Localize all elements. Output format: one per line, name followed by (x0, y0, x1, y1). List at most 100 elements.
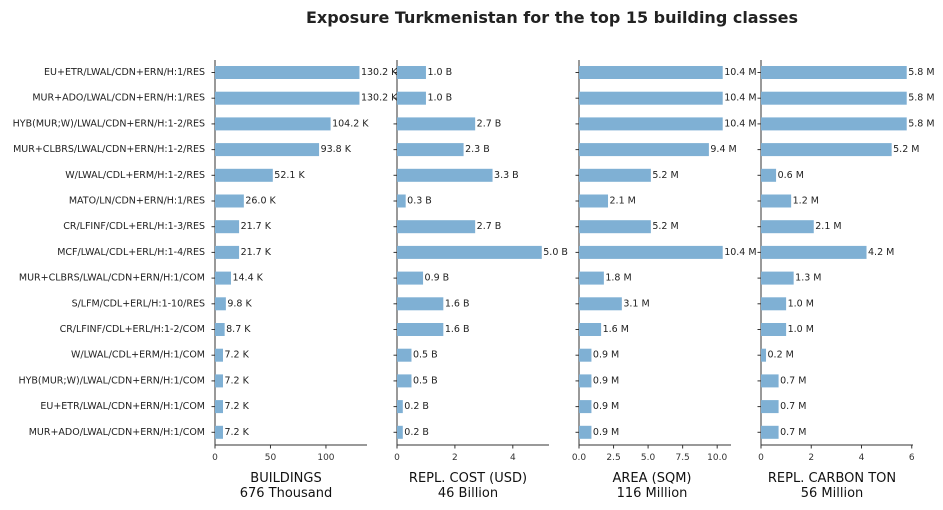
bar (761, 66, 907, 79)
bar (215, 66, 360, 79)
bar (761, 323, 787, 336)
bar (215, 271, 231, 285)
x-tick-label: 100 (317, 453, 334, 463)
bar-value-label: 14.4 K (232, 273, 263, 284)
bar-value-label: 10.4 M (724, 118, 756, 129)
bar-value-label: 1.0 M (788, 324, 814, 335)
bar-value-label: 7.2 K (224, 350, 249, 361)
x-axis-label: REPL. COST (USD) (409, 471, 527, 486)
bar (397, 297, 444, 311)
bar-value-label: 1.3 M (795, 273, 821, 284)
bar-value-label: 0.9 M (593, 375, 619, 386)
bar-value-label: 0.2 M (768, 350, 794, 361)
bar-value-label: 0.2 B (404, 427, 429, 438)
bar-value-label: 1.0 B (427, 67, 452, 78)
category-label: CR/LFINF/CDL+ERL/H:1-2/COM (60, 324, 205, 335)
bar (579, 220, 651, 234)
bar-value-label: 2.3 B (465, 144, 490, 155)
x-tick-label: 2 (452, 453, 458, 463)
category-label: EU+ETR/LWAL/CDN+ERN/H:1/COM (40, 401, 205, 412)
bar-value-label: 2.7 B (477, 118, 502, 129)
bar-value-label: 2.1 M (610, 196, 636, 207)
bar-value-label: 5.8 M (908, 93, 934, 104)
bar (397, 66, 426, 79)
category-label: S/LFM/CDL+ERL/H:1-10/RES (72, 298, 205, 309)
bar (761, 271, 794, 285)
bar-value-label: 1.0 B (427, 93, 452, 104)
bar (761, 400, 779, 414)
bar (397, 220, 476, 234)
x-tick-label: 4 (859, 453, 865, 463)
bar-value-label: 5.8 M (908, 118, 934, 129)
x-tick-label: 6 (909, 453, 915, 463)
x-tick-label: 7.5 (675, 453, 689, 463)
bar (397, 348, 412, 362)
bar (579, 143, 709, 157)
bar (579, 245, 723, 259)
bar-value-label: 7.2 K (224, 375, 249, 386)
bar-value-label: 1.8 M (605, 273, 631, 284)
bar (215, 117, 331, 131)
bar-value-label: 3.1 M (623, 298, 649, 309)
bar (397, 323, 444, 336)
bar (397, 271, 424, 285)
bar-value-label: 9.8 K (227, 298, 252, 309)
bar (215, 348, 223, 362)
bar-value-label: 7.2 K (224, 401, 249, 412)
bar-value-label: 5.8 M (908, 67, 934, 78)
bar-value-label: 26.0 K (245, 196, 276, 207)
x-tick-label: 0.0 (572, 453, 587, 463)
bar-value-label: 0.9 M (593, 401, 619, 412)
bar (215, 400, 223, 414)
bar-value-label: 93.8 K (321, 144, 352, 155)
bar-value-label: 0.7 M (780, 401, 806, 412)
bar (215, 323, 225, 336)
bar (215, 374, 223, 388)
x-tick-label: 10.0 (707, 453, 727, 463)
bar-value-label: 8.7 K (226, 324, 251, 335)
bar-value-label: 130.2 K (361, 67, 398, 78)
category-label: W/LWAL/CDL+ERM/H:1/COM (71, 350, 205, 361)
bar-value-label: 0.5 B (413, 375, 438, 386)
bar (761, 168, 777, 182)
bar-value-label: 0.2 B (404, 401, 429, 412)
bar (215, 168, 273, 182)
bar-value-label: 5.0 B (543, 247, 568, 258)
bar (215, 245, 240, 259)
bar (397, 117, 476, 131)
x-axis-total: 46 Billion (438, 486, 498, 501)
x-tick-label: 5.0 (641, 453, 656, 463)
x-axis-total: 676 Thousand (240, 486, 333, 501)
bar (579, 168, 651, 182)
category-label: MATO/LN/CDN+ERN/H:1/RES (69, 196, 205, 207)
bar-value-label: 0.9 M (593, 350, 619, 361)
bar (579, 374, 592, 388)
category-label: HYB(MUR;W)/LWAL/CDN+ERN/H:1-2/RES (13, 118, 205, 129)
bar (761, 117, 907, 131)
bar (761, 374, 779, 388)
bar-value-label: 9.4 M (710, 144, 736, 155)
x-tick-label: 2 (808, 453, 814, 463)
x-tick-label: 50 (265, 453, 277, 463)
category-label: MUR+CLBRS/LWAL/CDN+ERN/H:1/COM (19, 273, 205, 284)
x-axis-label: REPL. CARBON TON (768, 471, 896, 486)
bar (761, 297, 787, 311)
bar-value-label: 5.2 M (652, 221, 678, 232)
bar (215, 297, 226, 311)
bar-value-label: 1.0 M (788, 298, 814, 309)
category-label: HYB(MUR;W)/LWAL/CDN+ERN/H:1/COM (18, 375, 205, 386)
bar-value-label: 0.9 B (425, 273, 450, 284)
bar (579, 323, 602, 336)
x-axis-label: AREA (SQM) (612, 471, 691, 486)
bar (761, 143, 892, 157)
bar-value-label: 3.3 B (494, 170, 519, 181)
category-label: MUR+CLBRS/LWAL/CDN+ERN/H:1-2/RES (13, 144, 205, 155)
bar (579, 91, 723, 105)
bar (579, 400, 592, 414)
bar (215, 220, 240, 234)
bar (397, 245, 542, 259)
x-tick-label: 2.5 (606, 453, 620, 463)
bar (761, 425, 779, 439)
bar-value-label: 5.2 M (652, 170, 678, 181)
bar-value-label: 7.2 K (224, 427, 249, 438)
